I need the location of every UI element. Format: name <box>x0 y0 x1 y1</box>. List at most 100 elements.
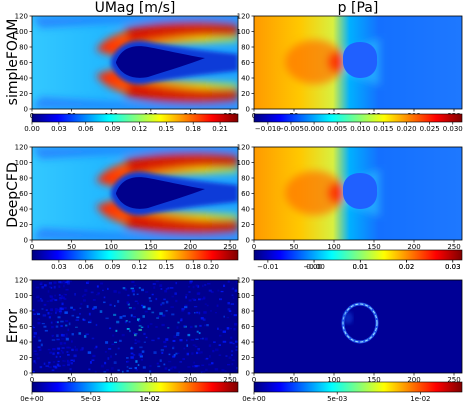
x-tick-label: 150 <box>144 243 157 251</box>
x-tick-label: 50 <box>67 243 76 251</box>
colorbar-tick-label: 0.030 <box>443 125 463 133</box>
x-tick-label: 100 <box>327 243 340 251</box>
colorbar-tick-label: 0.09 <box>105 125 121 133</box>
colorbar-tick-label: 0.010 <box>350 125 370 133</box>
colorbar-tick-label: 0.02 <box>399 263 415 271</box>
y-tick-label: 40 <box>241 338 250 346</box>
y-tick-label: 60 <box>241 190 250 198</box>
x-tick-label: 0 <box>30 376 34 384</box>
x-tick-label: 200 <box>407 243 420 251</box>
y-tick-label: 0 <box>24 236 28 244</box>
y-tick-label: 0 <box>246 369 250 377</box>
colorbar-tick-label: 0.015 <box>373 125 393 133</box>
y-tick-label: 80 <box>19 43 28 51</box>
x-tick-label: 200 <box>184 243 197 251</box>
colorbar <box>253 381 463 393</box>
colorbar-tick-label: 5e-03 <box>81 395 101 403</box>
colorbar-tick-label: 0.03 <box>445 263 461 271</box>
y-tick-label: 40 <box>19 74 28 82</box>
x-tick-label: 150 <box>367 376 380 384</box>
y-tick-label: 20 <box>241 221 250 229</box>
colorbar-tick-label: 0.025 <box>420 125 440 133</box>
y-tick-label: 120 <box>15 143 28 151</box>
colorbar-tick-label: 0.00 <box>24 125 40 133</box>
y-tick-label: 20 <box>19 90 28 98</box>
heatmap-simplefoam-umag <box>32 16 238 109</box>
colorbar-tick-label: 0.20 <box>203 263 219 271</box>
x-tick-label: 150 <box>367 243 380 251</box>
colorbar-tick-label: 0.01 <box>353 263 369 271</box>
colorbar-tick-label: 1e-02 <box>140 395 160 403</box>
colorbar-tick-label: 0.06 <box>78 125 94 133</box>
title-pressure: p [Pa] <box>338 0 379 16</box>
heatmap-simplefoam-p <box>254 16 462 109</box>
y-tick-label: 120 <box>237 143 250 151</box>
colorbar-tick-label: −0.010 <box>255 125 281 133</box>
colorbar-tick-label: 0.18 <box>185 125 201 133</box>
y-tick-label: 20 <box>19 354 28 362</box>
x-tick-label: 200 <box>184 376 197 384</box>
heatmap-deepcfd-umag <box>32 147 238 240</box>
colorbar-tick-label: 5e-03 <box>327 395 347 403</box>
x-tick-label: 100 <box>327 376 340 384</box>
y-tick-label: 40 <box>19 338 28 346</box>
x-tick-label: 0 <box>252 376 256 384</box>
y-tick-label: 120 <box>237 12 250 20</box>
x-tick-label: 200 <box>407 376 420 384</box>
x-tick-label: 50 <box>67 376 76 384</box>
colorbar-tick-label: 0.18 <box>185 263 201 271</box>
x-tick-label: 50 <box>290 376 299 384</box>
colorbar-tick-label: 1e-02 <box>410 395 430 403</box>
y-tick-label: 20 <box>19 221 28 229</box>
x-tick-label: 250 <box>447 376 460 384</box>
y-tick-label: 0 <box>246 105 250 113</box>
colorbar-tick-label: 0.03 <box>51 125 67 133</box>
y-tick-label: 120 <box>237 276 250 284</box>
row-label-simplefoam: simpleFOAM <box>5 19 21 106</box>
y-tick-label: 100 <box>237 28 250 36</box>
y-tick-label: 0 <box>24 105 28 113</box>
colorbar <box>31 249 239 261</box>
colorbar-tick-label: 0.09 <box>105 263 121 271</box>
x-tick-label: 50 <box>290 243 299 251</box>
y-tick-label: 60 <box>19 190 28 198</box>
y-tick-label: 80 <box>19 174 28 182</box>
colorbar-tick-label: −0.005 <box>278 125 304 133</box>
y-tick-label: 60 <box>19 59 28 67</box>
title-umag: UMag [m/s] <box>95 0 176 16</box>
x-tick-label: 250 <box>223 243 236 251</box>
heatmap-error-p <box>254 280 462 373</box>
row-label-error: Error <box>5 309 21 343</box>
colorbar-tick-label: 0.21 <box>212 125 228 133</box>
colorbar-tick-label: 0.03 <box>51 263 67 271</box>
x-tick-label: 150 <box>144 376 157 384</box>
colorbar-tick-label: 0.00 <box>306 263 322 271</box>
y-tick-label: 60 <box>19 323 28 331</box>
x-tick-label: 0 <box>30 243 34 251</box>
colorbar-tick-label: 0.12 <box>132 263 148 271</box>
y-tick-label: 80 <box>241 307 250 315</box>
colorbar <box>31 381 239 393</box>
y-tick-label: 80 <box>241 174 250 182</box>
x-tick-label: 250 <box>447 243 460 251</box>
y-tick-label: 40 <box>19 205 28 213</box>
x-tick-label: 100 <box>105 376 118 384</box>
colorbar-tick-label: −0.00 <box>303 263 324 271</box>
heatmap-deepcfd-p <box>254 147 462 240</box>
colorbar-tick-label: 0.000 <box>304 125 324 133</box>
colorbar-tick-label: 0.02 <box>399 263 415 271</box>
y-tick-label: 0 <box>24 369 28 377</box>
x-tick-label: 0 <box>252 243 256 251</box>
y-tick-label: 100 <box>237 159 250 167</box>
colorbar-tick-label: 0e+00 <box>20 395 44 403</box>
y-tick-label: 120 <box>15 12 28 20</box>
y-tick-label: 100 <box>15 159 28 167</box>
y-tick-label: 120 <box>15 276 28 284</box>
colorbar-tick-label: 0.12 <box>132 125 148 133</box>
y-tick-label: 100 <box>237 292 250 300</box>
x-tick-label: 250 <box>223 376 236 384</box>
y-tick-label: 80 <box>241 43 250 51</box>
y-tick-label: 60 <box>241 323 250 331</box>
colorbar-tick-label: 0.01 <box>353 263 369 271</box>
